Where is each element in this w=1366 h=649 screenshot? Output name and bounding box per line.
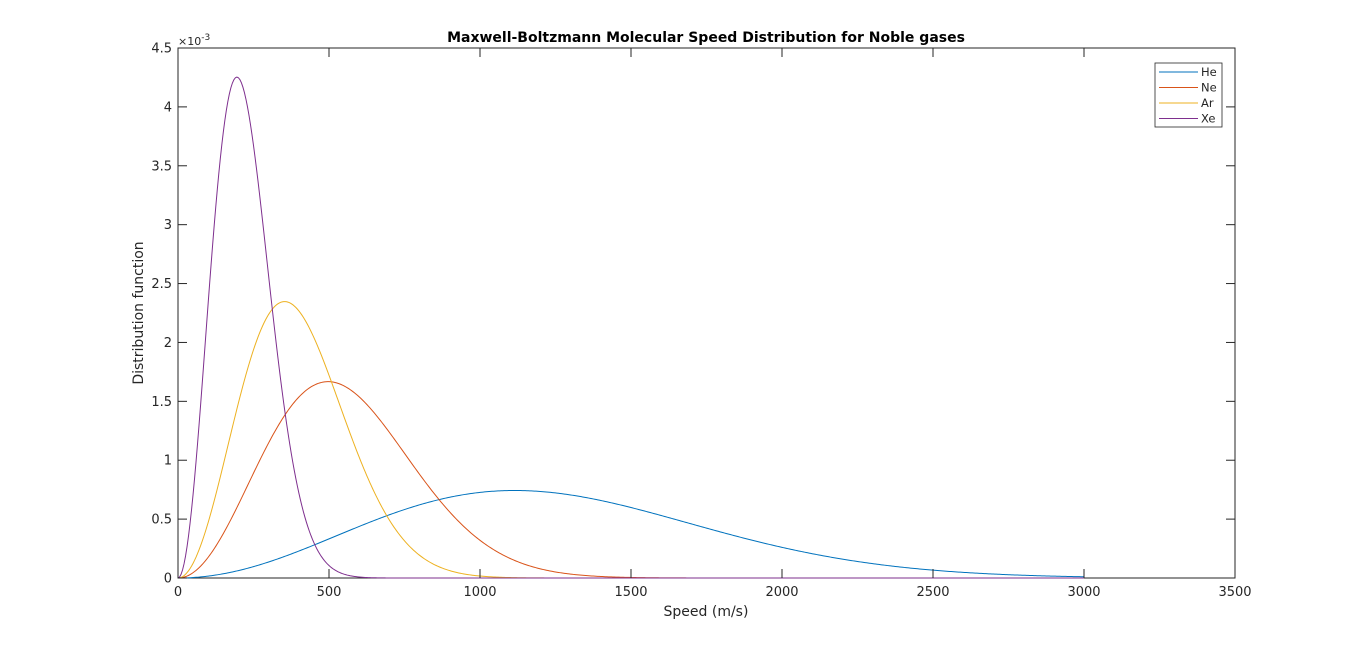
x-tick-label: 3500 — [1218, 585, 1251, 600]
legend-label-xe: Xe — [1201, 112, 1215, 126]
y-tick-label: 1 — [164, 454, 172, 469]
y-axis-label: Distribution function — [131, 241, 147, 384]
y-tick-label: 3.5 — [151, 159, 172, 174]
legend-label-he: He — [1201, 65, 1217, 79]
legend-label-ar: Ar — [1201, 96, 1214, 110]
x-tick-label: 1000 — [463, 585, 496, 600]
y-exponent-base: ×10 — [178, 35, 201, 48]
x-tick-label: 0 — [174, 585, 182, 600]
legend-label-ne: Ne — [1201, 81, 1217, 95]
axis-ticks — [177, 47, 1236, 579]
y-tick-label: 0 — [164, 572, 172, 587]
chart-title: Maxwell-Boltzmann Molecular Speed Distri… — [447, 30, 965, 46]
y-tick-label: 4.5 — [151, 42, 172, 57]
x-tick-labels: 0 500 1000 1500 2000 2500 3000 3500 — [174, 585, 1252, 600]
y-tick-label: 2 — [164, 336, 172, 351]
x-tick-label: 500 — [317, 585, 342, 600]
y-exponent-label: ×10-3 — [178, 33, 210, 48]
x-axis-label: Speed (m/s) — [664, 604, 749, 620]
y-tick-label: 4 — [164, 100, 172, 115]
x-tick-label: 3000 — [1067, 585, 1100, 600]
y-tick-label: 2.5 — [151, 277, 172, 292]
y-tick-label: 1.5 — [151, 395, 172, 410]
y-tick-label: 3 — [164, 218, 172, 233]
plot-area — [177, 47, 1236, 579]
y-tick-labels: 0 0.5 1 1.5 2 2.5 3 3.5 4 4.5 — [151, 42, 172, 587]
y-tick-label: 0.5 — [151, 513, 172, 528]
y-exponent-power: -3 — [201, 33, 210, 43]
x-tick-label: 2500 — [916, 585, 949, 600]
legend-box — [1154, 62, 1223, 128]
x-tick-label: 2000 — [765, 585, 798, 600]
x-tick-label: 1500 — [614, 585, 647, 600]
